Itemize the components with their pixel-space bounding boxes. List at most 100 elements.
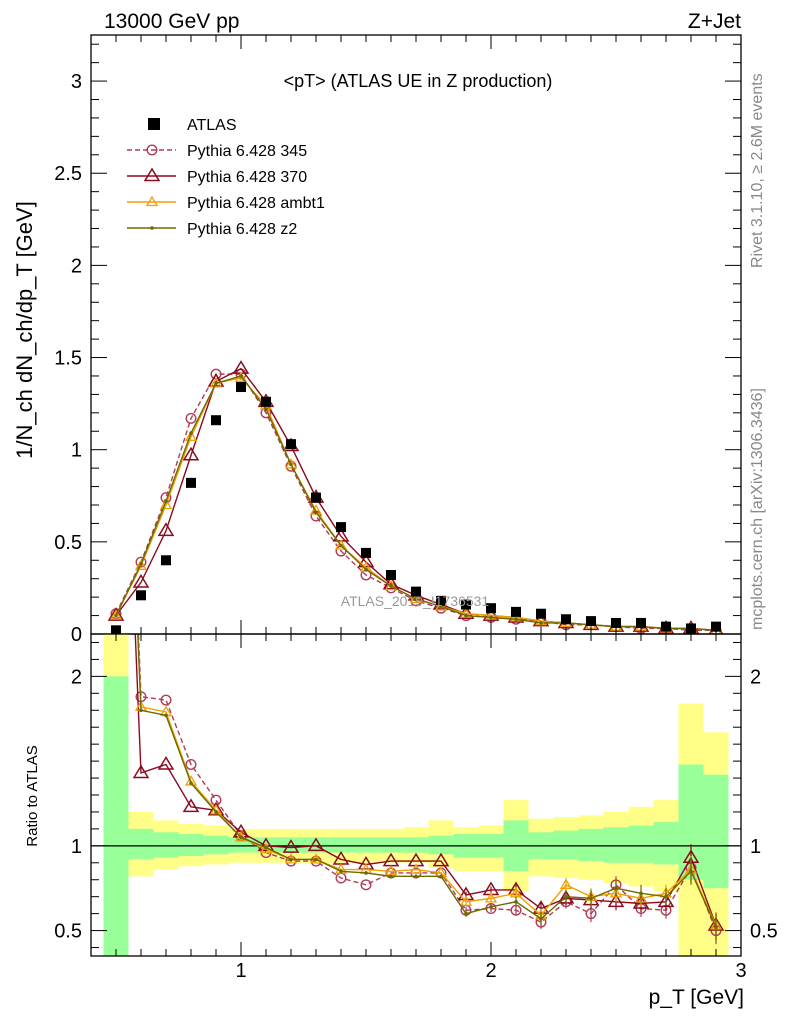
series-4-ratio-point [164,713,168,718]
data-point [236,382,246,393]
ratio-plot-area [109,112,725,945]
series-2-point [182,446,200,461]
legend-marker [143,167,161,182]
legend-label: Pythia 6.428 z2 [187,221,297,238]
series-2-ratio-point [207,801,225,816]
series-4-point [214,381,218,386]
data-point [461,599,471,610]
ratio-y-tick-label-right: 1 [750,836,761,858]
y-tick-label: 2.5 [54,163,82,185]
ratio-y-tick-label: 0.5 [54,921,82,943]
y-tick-label: 0 [71,624,82,646]
series-4-point [239,374,243,378]
series-3-point [284,458,298,469]
ratio-panel: 1 2 30.5 0.51 12 2 Ratio to ATLAS [24,112,778,982]
series-2-ratio-point [182,798,200,813]
series-2-point [157,522,175,537]
series-4-point [264,407,268,411]
band-stat-bin [278,837,304,853]
series-4-ratio-point [139,708,143,713]
x-tick-label: 2 [485,960,496,982]
series-1-ratio-point [335,872,347,884]
series-3-ratio-point [309,853,323,864]
series-1-ratio-point [360,879,372,891]
ratio-axes: 1 2 30.5 0.51 12 2 [54,633,778,982]
data-point [336,522,346,533]
legend-marker [146,144,158,156]
series-4-ratio-point [514,899,518,904]
data-point [136,590,146,601]
watermark: ATLAS_2019_I1736531 [341,593,490,609]
data-point [561,614,571,625]
legend-label: Pythia 6.428 370 [187,169,307,186]
series-3-ratio-point [409,863,423,874]
series-4-ratio-line [137,634,717,928]
series-4-point [489,615,493,620]
y-tick-label: 2 [71,255,82,277]
data-point [386,570,396,581]
series-4-point [389,584,393,588]
ratio-bands [91,634,741,956]
data-point [711,621,721,632]
series-4-ratio-point [414,874,418,879]
data-point [286,439,296,450]
series-3-ratio-point [559,878,573,889]
band-stat-bin [378,837,404,853]
series-2-point [107,607,125,621]
x-axis-label: p_T [GeV] [649,986,744,1009]
series-4-ratio-point [664,894,668,899]
series-3-ratio-point [111,112,121,121]
series-3-point [334,539,348,550]
band-stat-bin [578,828,604,862]
series-4-point [464,613,468,618]
series-4-ratio-point [689,869,693,874]
data-point [186,477,196,488]
series-3-point [384,579,398,591]
series-4-ratio-point [314,857,318,862]
band-stat-bin [178,833,204,857]
ratio-y-tick-label: 1 [71,836,82,858]
series-3-ratio-point [634,892,648,903]
data-point [211,415,221,426]
series-3-ratio-point [334,863,348,874]
band-stat-bin [653,822,679,865]
series-2-ratio-point [257,837,275,852]
band-stat-bin [128,828,154,860]
data-point [161,555,171,566]
header-right: Z+Jet [688,10,741,33]
y-tick-label: 3 [71,71,82,93]
series-4-ratio-point [264,845,268,850]
series-4-ratio-point [364,871,368,875]
series-2-ratio-point [109,161,123,173]
series-4-point [289,462,293,467]
series-3-ratio-point [609,887,623,898]
series-2-point [357,553,375,568]
series-4-ratio-point [339,869,343,874]
series-4-ratio-point [539,916,543,921]
series-2-ratio-point [307,837,325,852]
series-3-point [184,430,198,441]
series-4-ratio-point [439,874,443,879]
data-point [536,608,546,619]
legend-marker [150,226,154,230]
series-2-point [207,373,225,387]
series-4-point [139,562,143,566]
series-2-ratio-point [282,839,300,853]
ratio-y-tick-label: 2 [71,666,82,688]
band-stat-bin [228,837,254,853]
series-4-ratio-point [564,894,568,899]
series-4-ratio-point [639,891,643,896]
series-4-point [339,543,343,548]
data-point [486,603,496,614]
y-tick-label: 0.5 [54,532,82,554]
series-4-ratio-point [239,835,243,840]
series-3-ratio-line [137,634,717,926]
series-1-ratio-point [185,758,197,770]
series-3-ratio-point [484,892,498,903]
series-4-ratio-point [389,874,393,879]
band-stat-bin [603,827,629,863]
series-4-ratio-point [589,896,593,901]
data-point [636,617,646,628]
band-stat-bin [353,837,379,853]
x-tick-label: 1 [235,960,246,982]
